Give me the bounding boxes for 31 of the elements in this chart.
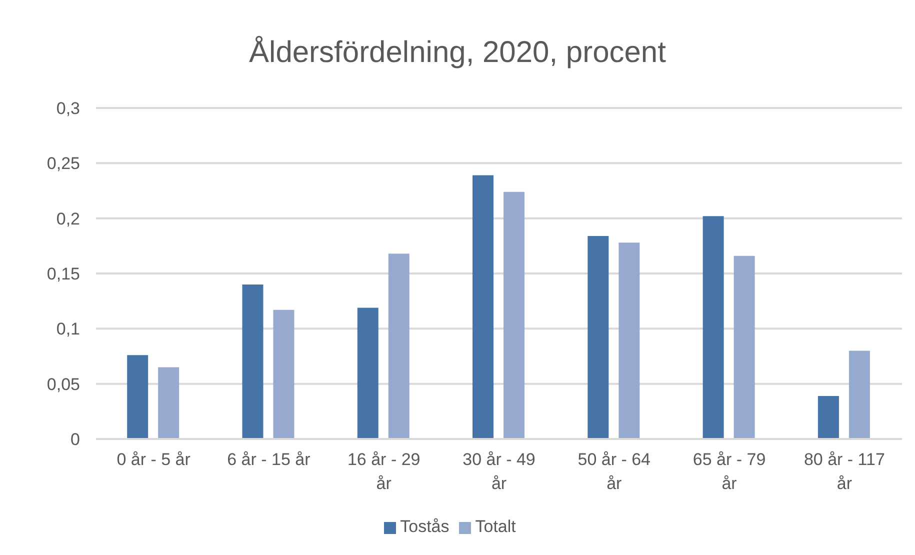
bar xyxy=(242,284,264,439)
y-tick-label: 0,1 xyxy=(56,320,80,339)
bar xyxy=(158,367,180,439)
legend-label: Tostås xyxy=(400,517,450,536)
bar xyxy=(472,175,494,439)
bar xyxy=(127,355,148,439)
legend-label: Totalt xyxy=(475,517,516,536)
bar xyxy=(388,254,410,439)
x-tick-label: 16 år - 29 år xyxy=(347,450,420,493)
y-tick-label: 0,3 xyxy=(56,99,80,118)
bar xyxy=(273,310,294,439)
x-tick-label: 0 år - 5 år xyxy=(116,450,191,469)
bar xyxy=(504,192,525,439)
bar xyxy=(818,396,839,439)
x-tick-label: 80 år - 117 år xyxy=(804,450,885,493)
y-tick-label: 0,2 xyxy=(56,209,80,228)
x-tick-label: 50 år - 64 år xyxy=(578,450,651,493)
chart-title: Åldersfördelning, 2020, procent xyxy=(248,34,667,69)
bar xyxy=(702,216,724,439)
x-tick-label: 30 år - 49 år xyxy=(462,450,536,493)
bar xyxy=(588,236,609,439)
x-tick-label: 65 år - 79 år xyxy=(692,450,766,493)
x-tick-label: 6 år - 15 år xyxy=(227,450,311,469)
y-tick-label: 0,15 xyxy=(46,264,80,284)
y-tick-label: 0,05 xyxy=(46,374,80,394)
bar xyxy=(734,256,755,439)
bar xyxy=(357,308,378,439)
y-tick-label: 0 xyxy=(70,430,80,450)
bar xyxy=(848,350,870,439)
y-tick-label: 0,25 xyxy=(46,154,80,174)
bar xyxy=(618,242,640,439)
